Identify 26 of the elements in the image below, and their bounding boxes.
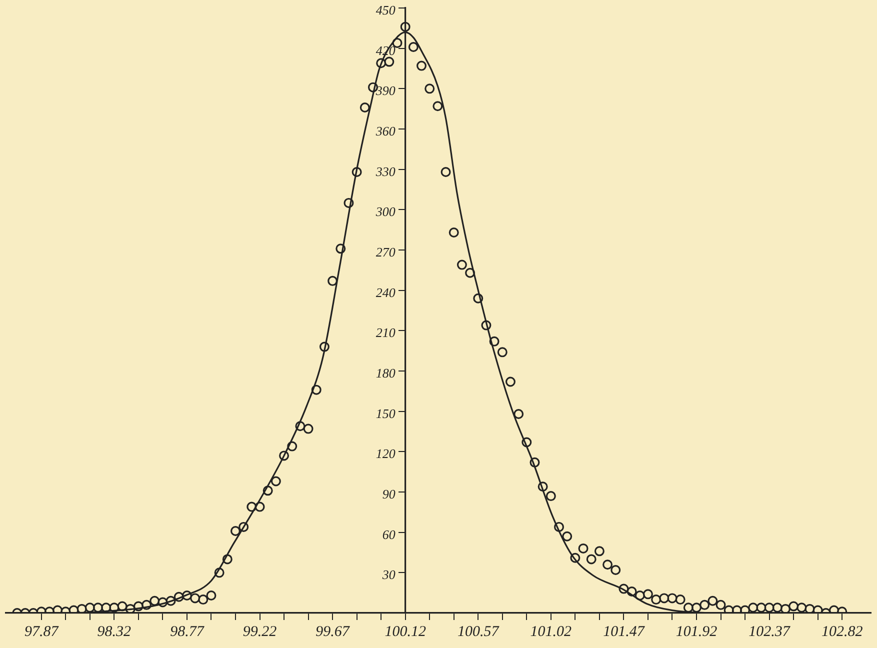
y-tick-label: 30 bbox=[381, 567, 396, 582]
x-tick-label: 99.22 bbox=[242, 624, 278, 640]
y-tick-label: 300 bbox=[374, 204, 396, 220]
y-tick-label: 90 bbox=[382, 486, 396, 502]
x-tick-label: 100.57 bbox=[458, 624, 500, 640]
x-tick-label: 99.67 bbox=[316, 624, 351, 640]
x-tick-label: 100.12 bbox=[384, 624, 426, 640]
y-tick-label: 360 bbox=[374, 123, 396, 138]
x-tick-label: 101.02 bbox=[530, 624, 572, 640]
y-tick-label: 450 bbox=[376, 2, 396, 18]
y-tick-label: 240 bbox=[376, 284, 396, 300]
y-tick-label: 270 bbox=[376, 244, 396, 260]
y-tick-label: 60 bbox=[382, 526, 396, 542]
y-tick-label: 210 bbox=[376, 325, 396, 340]
x-tick-label: 97.87 bbox=[24, 624, 60, 640]
y-tick-label: 150 bbox=[376, 406, 396, 421]
y-tick-label: 180 bbox=[376, 365, 396, 380]
x-tick-label: 98.77 bbox=[170, 624, 206, 640]
x-tick-label: 98.32 bbox=[97, 624, 132, 640]
x-tick-label: 101.47 bbox=[603, 624, 646, 640]
y-tick-label: 390 bbox=[374, 83, 396, 98]
y-tick-label: 120 bbox=[376, 446, 396, 462]
y-tick-label: 330 bbox=[374, 164, 396, 179]
x-tick-label: 102.82 bbox=[821, 624, 864, 640]
x-tick-label: 102.37 bbox=[748, 624, 792, 640]
x-tick-label: 101.92 bbox=[676, 624, 718, 640]
